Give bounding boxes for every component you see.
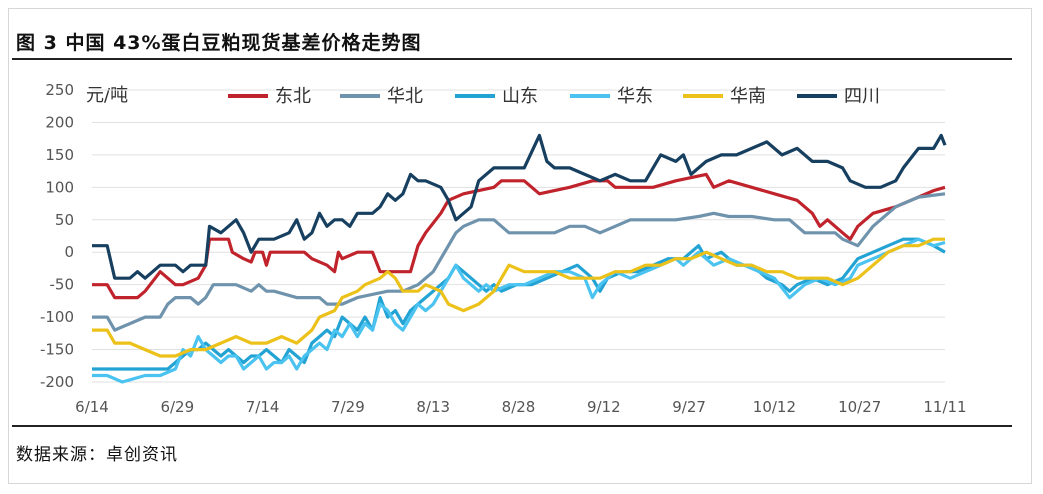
y-tick-label: 50 [55, 211, 74, 229]
y-tick-label: 150 [45, 146, 74, 164]
chart-frame [8, 8, 1032, 484]
series-lines [92, 133, 947, 384]
y-tick-label: 250 [45, 81, 74, 99]
x-tick-label: 8/28 [502, 398, 536, 416]
series-line-4 [92, 237, 945, 358]
y-tick-label: 100 [45, 178, 74, 196]
gridlines [92, 89, 945, 383]
legend-label: 华东 [617, 86, 653, 107]
x-tick-label: 9/27 [672, 398, 706, 416]
series-line-5 [92, 133, 947, 280]
source-note: 数据来源：卓创资讯 [16, 445, 178, 465]
x-tick-label: 8/13 [416, 398, 450, 416]
legend-label: 东北 [275, 86, 311, 107]
y-tick-label: -100 [40, 308, 74, 326]
y-tick-label: 200 [45, 113, 74, 131]
x-axis-ticks: 6/14 6/29 7/14 7/29 8/13 8/28 9/12 9/27 10/12 10/… [75, 398, 966, 416]
y-tick-label: 0 [64, 243, 74, 261]
series-line-0 [92, 172, 946, 300]
series-line-3 [92, 237, 946, 384]
x-tick-label: 7/14 [246, 398, 280, 416]
x-tick-label: 7/29 [331, 398, 365, 416]
legend-label: 山东 [502, 86, 538, 107]
legend-label: 华北 [387, 86, 423, 107]
x-tick-label: 9/12 [587, 398, 621, 416]
title-rule [12, 58, 1012, 60]
y-tick-label: -50 [50, 276, 75, 294]
x-tick-label: 6/29 [160, 398, 194, 416]
y-axis-ticks: 250 200 150 100 50 0 -50 -100 -150 -200 [40, 81, 74, 391]
unit-label: 元/吨 [86, 85, 128, 106]
x-tick-label: 10/27 [838, 398, 881, 416]
series-line-1 [92, 192, 946, 332]
x-tick-label: 11/11 [923, 398, 966, 416]
legend: 东北 华北 山东 华东 华南 四川 [228, 86, 880, 107]
legend-label: 华南 [730, 86, 766, 107]
y-tick-label: -200 [40, 373, 74, 391]
source-rule [12, 425, 1012, 427]
figure-title: 图 3 中国 43%蛋白豆粕现货基差价格走势图 [16, 32, 422, 54]
x-tick-label: 6/14 [75, 398, 109, 416]
x-tick-label: 10/12 [753, 398, 796, 416]
y-tick-label: -150 [40, 341, 74, 359]
legend-label: 四川 [844, 86, 880, 107]
